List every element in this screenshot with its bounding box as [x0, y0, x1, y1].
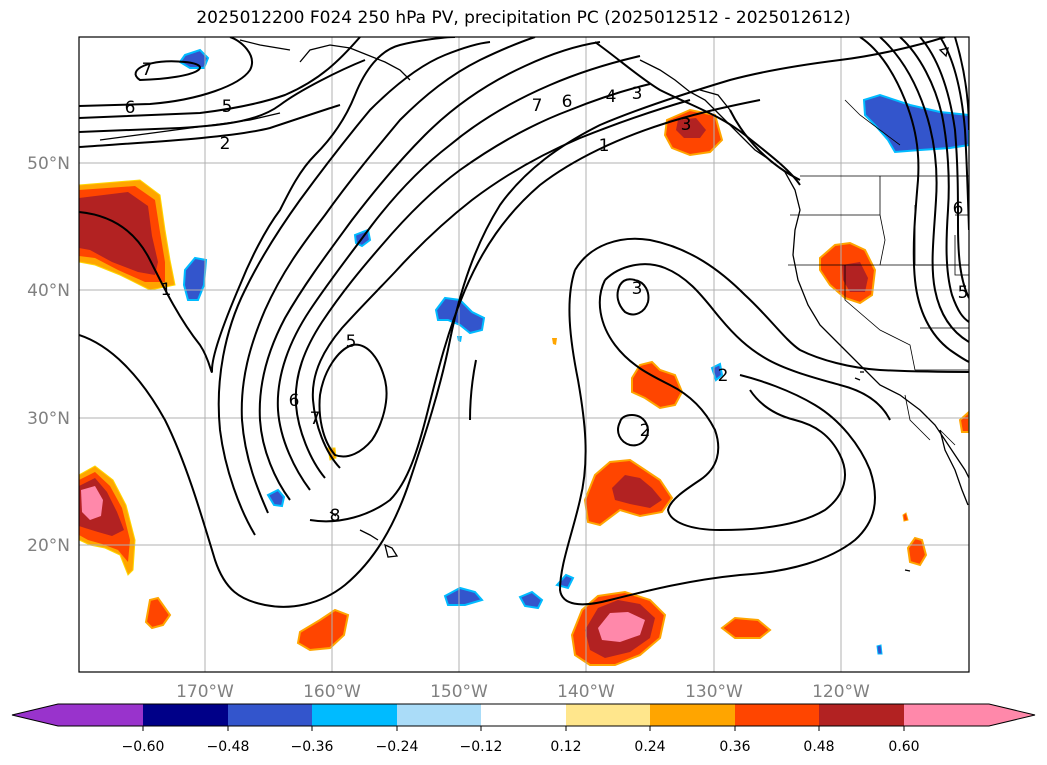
contour-label: 7 — [310, 409, 321, 429]
lat-label: 30°N — [27, 409, 70, 429]
pv-contours — [79, 37, 969, 608]
contour-label: 6 — [289, 391, 300, 411]
map-frame — [78, 36, 970, 673]
colorbar-segment — [312, 704, 397, 726]
contour-labels: 7 6 5 2 7 6 4 3 1 1 3 5 6 7 3 2 2 8 6 5 — [125, 60, 969, 526]
colorbar-tick-label: −0.60 — [122, 739, 165, 755]
colorbar-tick-label: 0.48 — [803, 739, 834, 755]
lon-label: 120°W — [812, 682, 870, 702]
contour-label: 1 — [161, 280, 172, 300]
colorbar-segment — [228, 704, 312, 726]
lon-label: 160°W — [303, 682, 361, 702]
colorbar-tick-label: 0.60 — [888, 739, 919, 755]
contour-label: 2 — [640, 421, 651, 441]
colorbar-outline — [11, 703, 1036, 727]
colorbar-tick-label: −0.24 — [376, 739, 419, 755]
colorbar: −0.60 −0.48 −0.36 −0.24 −0.12 0.12 0.24 … — [11, 703, 1036, 755]
lon-label: 150°W — [430, 682, 488, 702]
map-background — [79, 37, 969, 672]
contour-label: 3 — [632, 84, 643, 104]
colorbar-tick-label: 0.24 — [634, 739, 665, 755]
colorbar-tick-label: 0.12 — [550, 739, 581, 755]
longitude-labels: 170°W 160°W 150°W 140°W 130°W 120°W — [176, 682, 870, 702]
contour-label: 4 — [606, 87, 617, 107]
map-title: 2025012200 F024 250 hPa PV, precipitatio… — [196, 8, 851, 28]
political-borders — [788, 99, 969, 446]
contour-label: 1 — [599, 136, 610, 156]
colorbar-extend-low — [12, 704, 58, 726]
contour-label: 7 — [532, 96, 543, 116]
contour-label: 3 — [632, 279, 643, 299]
contour-label: 8 — [330, 506, 341, 526]
colorbar-ticks — [142, 726, 905, 731]
contour-label: 5 — [346, 332, 357, 352]
lon-label: 130°W — [685, 682, 743, 702]
colorbar-extend-high — [989, 704, 1035, 726]
colorbar-segment — [566, 704, 650, 726]
contour-label: 6 — [953, 199, 964, 219]
contour-label: 5 — [958, 283, 969, 303]
colorbar-tick-label: −0.12 — [460, 739, 503, 755]
colorbar-segment — [904, 704, 989, 726]
colorbar-segment — [397, 704, 481, 726]
colorbar-segment — [735, 704, 819, 726]
contour-label: 2 — [718, 366, 729, 386]
lon-label: 140°W — [557, 682, 615, 702]
lat-label: 50°N — [27, 154, 70, 174]
precip-positive-anomalies — [79, 108, 969, 666]
colorbar-segment — [58, 704, 143, 726]
colorbar-segment — [819, 704, 904, 726]
colorbar-tick-label: 0.36 — [719, 739, 750, 755]
contour-label: 7 — [142, 60, 153, 80]
contour-label: 2 — [220, 134, 231, 154]
colorbar-segment — [650, 704, 735, 726]
colorbar-segment — [481, 704, 566, 726]
lon-label: 170°W — [176, 682, 234, 702]
colorbar-tick-label: −0.36 — [291, 739, 334, 755]
colorbar-segment — [143, 704, 228, 726]
lat-label: 20°N — [27, 536, 70, 556]
contour-label: 6 — [125, 98, 136, 118]
contour-label: 6 — [562, 92, 573, 112]
latitude-labels: 50°N 40°N 30°N 20°N — [27, 154, 70, 556]
colorbar-tick-label: −0.48 — [207, 739, 250, 755]
contour-label: 5 — [222, 97, 233, 117]
lat-label: 40°N — [27, 281, 70, 301]
contour-label: 3 — [681, 115, 692, 135]
